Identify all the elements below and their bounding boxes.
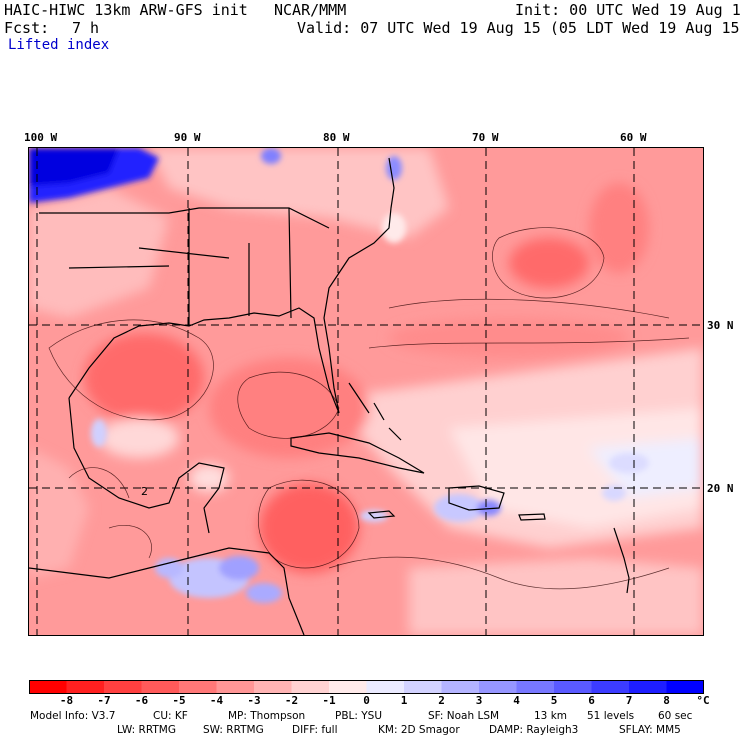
colorbar-level-label: -7 — [97, 694, 111, 707]
colorbar-swatch — [329, 680, 367, 694]
footer-sw: SW: RRTMG — [203, 724, 264, 736]
colorbar-level-label: 8 — [663, 694, 670, 707]
colorbar-swatch — [29, 680, 67, 694]
init-time: Init: 00 UTC Wed 19 Aug 15 — [515, 1, 740, 19]
colorbar-swatch — [554, 680, 592, 694]
colorbar-swatch — [66, 680, 105, 694]
footer-cu: CU: KF — [153, 710, 188, 722]
colorbar-swatch — [104, 680, 142, 694]
colorbar-swatch — [291, 680, 330, 694]
colorbar-unit: °C — [696, 694, 710, 707]
colorbar-level-label: 6 — [588, 694, 595, 707]
lat-label-20n: 20 N — [707, 482, 734, 495]
colorbar-level-label: 4 — [513, 694, 520, 707]
fcst-value: 7 h — [72, 19, 100, 37]
colorbar-swatch — [479, 680, 517, 694]
colorbar-level-label: 2 — [438, 694, 445, 707]
colorbar-swatch — [666, 680, 704, 694]
footer-timestep: 60 sec — [658, 710, 693, 722]
colorbar-swatch — [516, 680, 555, 694]
lon-label-60w: 60 W — [620, 131, 647, 144]
footer-mp: MP: Thompson — [228, 710, 306, 722]
footer-diff: DIFF: full — [292, 724, 338, 736]
lon-label-100w: 100 W — [24, 131, 58, 144]
colorbar-swatch — [179, 680, 217, 694]
lat-label-30n: 30 N — [707, 319, 734, 332]
colorbar-level-label: -6 — [134, 694, 149, 707]
colorbar-level-label: -8 — [59, 694, 74, 707]
colorbar — [29, 680, 704, 694]
colorbar-level-label: -3 — [247, 694, 261, 707]
colorbar-level-label: 0 — [363, 694, 370, 707]
contour-label: 2 — [141, 485, 148, 498]
colorbar-swatch — [404, 680, 442, 694]
footer-levels: 51 levels — [587, 710, 635, 722]
colorbar-swatch — [216, 680, 255, 694]
colorbar-level-label: 1 — [400, 694, 408, 707]
valid-time: Valid: 07 UTC Wed 19 Aug 15 (05 LDT Wed … — [297, 19, 740, 37]
colorbar-level-label: -4 — [209, 694, 224, 707]
footer-res: 13 km — [534, 710, 568, 722]
fcst-label: Fcst: — [4, 19, 50, 37]
model-title: HAIC-HIWC 13km ARW-GFS init — [4, 1, 248, 19]
footer-pbl: PBL: YSU — [335, 710, 383, 722]
colorbar-level-label: -5 — [172, 694, 186, 707]
footer-lw: LW: RRTMG — [117, 724, 176, 736]
field-name: Lifted index — [8, 37, 110, 53]
footer-km: KM: 2D Smagor — [378, 724, 460, 736]
colorbar-level-label: -2 — [284, 694, 299, 707]
colorbar-level-label: -1 — [322, 694, 336, 707]
colorbar-level-label: 7 — [625, 694, 633, 707]
footer-sflay: SFLAY: MM5 — [619, 724, 681, 736]
colorbar-swatch — [591, 680, 630, 694]
colorbar-swatch — [629, 680, 667, 694]
colorbar-level-label: 3 — [475, 694, 483, 707]
colorbar-swatch — [366, 680, 405, 694]
colorbar-level-label: 5 — [550, 694, 558, 707]
colorbar-swatch — [441, 680, 480, 694]
colorbar-swatch — [141, 680, 180, 694]
colorbar-swatch — [254, 680, 292, 694]
org-label: NCAR/MMM — [274, 1, 347, 19]
lon-label-90w: 90 W — [174, 131, 201, 144]
footer-model-info: Model Info: V3.7 — [30, 710, 116, 722]
footer-damp: DAMP: Rayleigh3 — [489, 724, 579, 736]
lon-label-70w: 70 W — [472, 131, 499, 144]
footer-sf: SF: Noah LSM — [428, 710, 500, 722]
lifted-index-map: 2 — [28, 147, 704, 636]
lon-label-80w: 80 W — [323, 131, 350, 144]
